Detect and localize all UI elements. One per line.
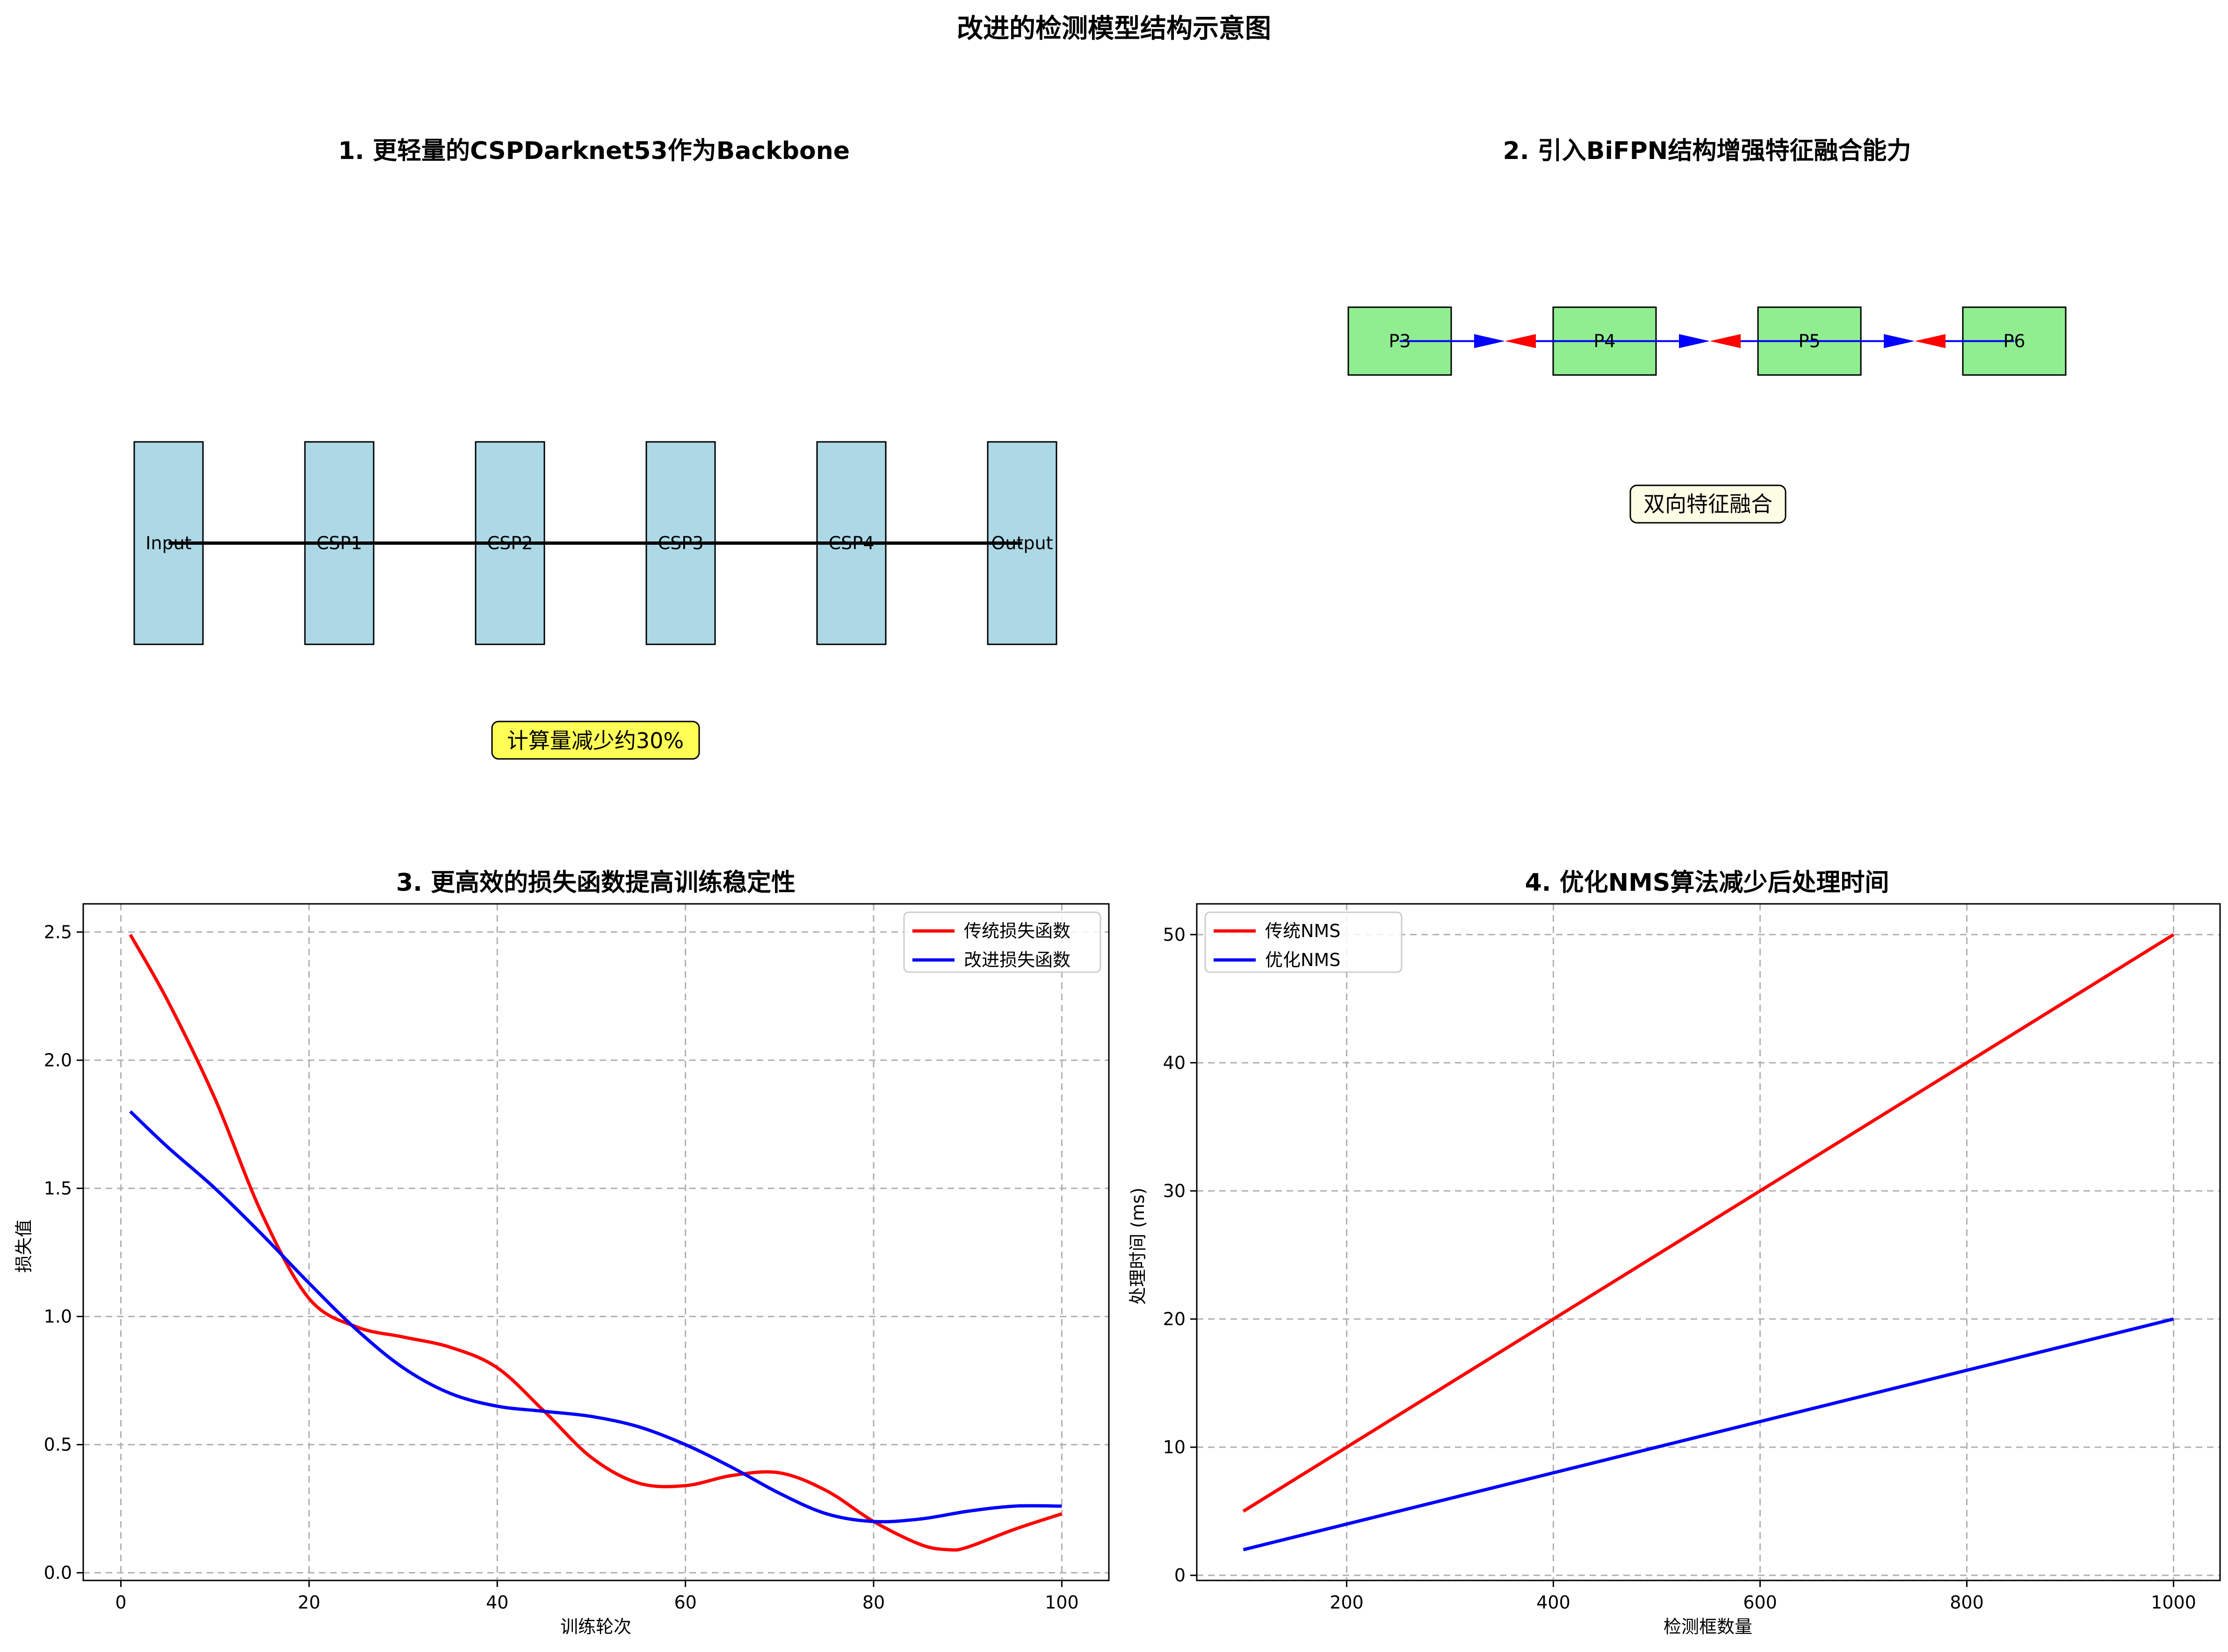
panel-nms-chart: 4. 优化NMS算法减少后处理时间 检测框数量 处理时间 (ms) 200 400… [1128,869,2221,1637]
chart4-xtick-label: 200 [1330,1592,1364,1613]
chart3-series-line-2 [129,1110,1062,1523]
chart3-ytick-label: 2.5 [44,922,72,942]
chart4-series-line-2 [1243,1317,2174,1551]
backbone-block-label: CSP2 [487,533,533,554]
backbone-block-label: Output [991,533,1053,554]
chart3-axes-frame [82,903,1110,1581]
chart4-legend-label: 传统NMS [1265,921,1340,941]
chart4-axes-frame [1196,903,2221,1581]
chart3-title: 3. 更高效的损失函数提高训练稳定性 [396,869,796,897]
chart3-xtick-label: 40 [486,1592,508,1613]
panel2-title: 2. 引入BiFPN结构增强特征融合能力 [1503,137,1911,165]
chart3-xtick-label: 0 [115,1592,126,1613]
chart3-xtick-label: 60 [674,1592,696,1613]
bifpn-note-box [1629,484,1787,524]
chart4-ytick-label: 50 [1163,924,1186,945]
chart3-xtick-label: 20 [298,1592,320,1613]
chart4-legend: 传统NMS 优化NMS [1204,911,1403,973]
chart3-ytick-label: 2.0 [44,1050,72,1070]
backbone-block-label: CSP4 [829,533,875,554]
chart3-ytick-label: 1.0 [44,1306,72,1327]
chart3-xtick-label: 80 [862,1592,885,1613]
bifpn-nodes: P3 P4 P5 P6 [1347,306,2067,376]
chart3-legend-label: 传统损失函数 [964,921,1071,941]
bifpn-node-label: P3 [1389,331,1411,352]
chart4-ytick-label: 10 [1163,1437,1186,1457]
chart3-ytick-label: 1.5 [44,1178,72,1198]
backbone-block-label: CSP3 [658,533,704,554]
figure-title: 改进的检测模型结构示意图 [957,14,1271,44]
chart4-xtick-label: 600 [1743,1592,1777,1613]
bifpn-forward-arrowhead [1884,334,1915,348]
chart3-ylabel: 损失值 [14,1219,34,1273]
backbone-note-box [491,721,700,760]
chart4-ytick-label: 40 [1163,1053,1186,1073]
panel-bifpn: 2. 引入BiFPN结构增强特征融合能力 P3 P4 P5 P6 双向特征融合 [1347,137,2067,524]
chart4-xtick-label: 1000 [2151,1592,2196,1613]
chart4-xtick-label: 800 [1950,1592,1984,1613]
chart4-ytick-label: 0 [1174,1565,1186,1586]
chart4-plot-area: 200 400 600 800 1000 0 10 20 30 40 50 传统NMS 优化NMS [1163,903,2221,1613]
chart3-ytick-label: 0.0 [44,1563,72,1583]
chart3-xlabel: 训练轮次 [560,1616,631,1637]
chart4-ylabel: 处理时间 (ms) [1128,1188,1148,1305]
bifpn-forward-arrowhead [1679,334,1710,348]
chart4-series-line-1 [1242,933,2175,1513]
chart4-legend-label: 优化NMS [1265,950,1340,970]
bifpn-node-label: P6 [2003,331,2025,352]
bifpn-note-text: 双向特征融合 [1643,491,1772,517]
panel-loss-chart: 3. 更高效的损失函数提高训练稳定性 训练轮次 损失值 0 20 40 60 80 100… [14,869,1110,1637]
chart4-legend-box [1204,911,1403,973]
chart4-ytick-label: 20 [1163,1309,1186,1329]
chart3-xtick-label: 100 [1045,1592,1079,1613]
backbone-note-text: 计算量减少约30% [507,728,684,753]
panel1-title: 1. 更轻量的CSPDarknet53作为Backbone [338,137,850,165]
chart3-series-line-1 [129,934,1063,1552]
backbone-block-label: CSP1 [317,533,362,554]
chart3-plot-area: 0 20 40 60 80 100 0.0 0.5 1.0 1.5 2.0 2.5 传统损失函数改进损失… [44,903,1110,1613]
backbone-note: 计算量减少约30% [491,721,700,760]
bifpn-backward-arrowhead [1915,334,1946,348]
bifpn-backward-arrowhead [1710,334,1741,348]
chart4-ytick-label: 30 [1163,1181,1186,1201]
panel-backbone: 1. 更轻量的CSPDarknet53作为Backbone Input CSP1 C… [133,137,1057,760]
chart4-title: 4. 优化NMS算法减少后处理时间 [1525,869,1889,897]
backbone-blocks: Input CSP1 CSP2 CSP3 CSP4 Output [133,441,1057,645]
chart3-ytick-label: 0.5 [44,1435,72,1455]
bifpn-backward-arrowhead [1505,334,1536,348]
chart3-legend-box [903,911,1101,973]
chart3-legend-label: 改进损失函数 [964,950,1071,970]
backbone-block-label: Input [145,533,191,554]
bifpn-note: 双向特征融合 [1629,484,1787,524]
bifpn-forward-arrowhead [1474,334,1505,348]
bifpn-node-label: P4 [1593,331,1615,352]
bifpn-node-label: P5 [1798,331,1820,352]
chart4-xtick-label: 400 [1536,1592,1570,1613]
chart4-xlabel: 检测框数量 [1664,1616,1752,1637]
